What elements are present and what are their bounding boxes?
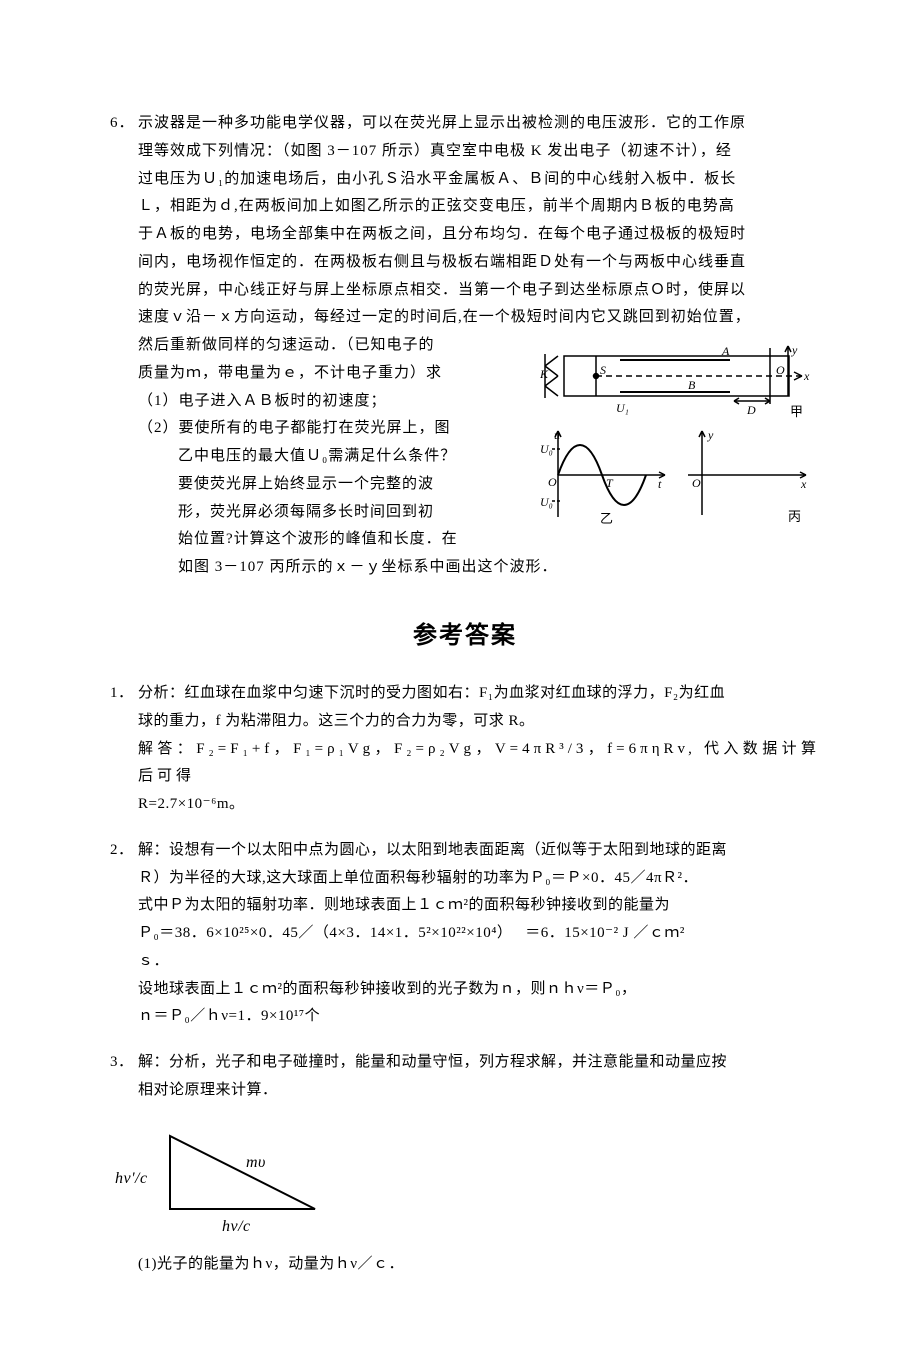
figjia-x: x: [803, 369, 810, 383]
figjia-K: K: [540, 367, 549, 381]
problem6-l4: 于Ａ板的电势，电场全部集中在两板之间，且分布均匀．在每个电子通过极板的极短时: [110, 221, 820, 249]
answer1: 1．分析：红血球在血浆中匀速下沉时的受力图如右：F₁为血浆对红血球的浮力，F₂为…: [110, 680, 820, 819]
problem6-l5: 间内，电场视作恒定的．在两极板右侧且与极板右端相距Ｄ处有一个与两板中心线垂直: [110, 249, 820, 277]
figbing-x: x: [800, 477, 807, 491]
figure-yi: u U₀ -U₀ O T t 乙: [540, 425, 670, 525]
figyi-O: O: [548, 475, 557, 489]
tri-left: hν'/c: [115, 1170, 148, 1187]
answer3-l1: 解：分析，光子和电子碰撞时，能量和动量守恒，列方程求解，并注意能量和动量应按: [138, 1054, 727, 1070]
answer2-l4a: Ｐ₀＝38．6×10²⁵×0．45／（4×3．14×1．5²×10²²×10⁴）: [138, 925, 512, 941]
figbing-caption: 丙: [788, 509, 801, 524]
tri-hyp: mυ: [246, 1154, 266, 1171]
figyi-u: u: [554, 428, 560, 442]
problem6-l2: 过电压为Ｕ₁的加速电场后，由小孔Ｓ沿水平金属板Ａ、Ｂ间的中心线射入板中．板长: [110, 166, 820, 194]
problem6-num: 6．: [110, 110, 138, 138]
answer2-num: 2．: [110, 837, 138, 865]
answer3: 3．解：分析，光子和电子碰撞时，能量和动量守恒，列方程求解，并注意能量和动量应按…: [110, 1049, 820, 1278]
problem6-l6: 的荧光屏，中心线正好与屏上坐标原点相交．当第一个电子到达坐标原点Ｏ时，使屏以: [110, 277, 820, 305]
answer2-l7: ｎ＝Ｐ₀／ｈν=1．9×10¹⁷个: [110, 1003, 820, 1031]
answers-heading: 参考答案: [110, 614, 820, 658]
answer3-l3: (1)光子的能量为ｈν，动量为ｈν／ｃ．: [110, 1251, 820, 1279]
answer3-triangle: hν'/c mυ hν/c: [110, 1121, 340, 1241]
problem-6: 6．示波器是一种多功能电学仪器，可以在荧光屏上显示出被检测的电压波形．它的工作原…: [110, 110, 820, 582]
answer2-l4b: ＝6．15×10⁻² J ／ｃｍ²: [525, 925, 685, 941]
answer2-l3: 式中Ｐ为太阳的辐射功率．则地球表面上１ｃｍ²的面积每秒钟接收到的能量为: [110, 892, 820, 920]
answer3-num: 3．: [110, 1049, 138, 1077]
figyi-t: t: [658, 477, 662, 491]
problem6-block: 6．示波器是一种多功能电学仪器，可以在荧光屏上显示出被检测的电压波形．它的工作原…: [110, 110, 820, 332]
figjia-B: B: [688, 378, 696, 392]
figbing-y: y: [707, 428, 714, 442]
figure-jia: K S A B U₁ D y O x 甲: [540, 334, 820, 419]
figjia-D: D: [746, 403, 756, 417]
answer3-l2: 相对论原理来计算．: [110, 1077, 820, 1105]
figjia-U1: U₁: [616, 401, 629, 415]
answer2-l1: 解：设想有一个以太阳中点为圆心，以太阳到地表面距离（近似等于太阳到地球的距离: [138, 842, 727, 858]
tri-bottom: hν/c: [222, 1218, 251, 1235]
answer2: 2．解：设想有一个以太阳中点为圆心，以太阳到地表面距离（近似等于太阳到地球的距离…: [110, 837, 820, 1031]
problem6-l3: Ｌ，相距为ｄ,在两板间加上如图乙所示的正弦交变电压，前半个周期内Ｂ板的电势高: [110, 193, 820, 221]
problem6-l1: 理等效成下列情况：（如图 3－107 所示）真空室中电极 K 发出电子（初速不计…: [110, 138, 820, 166]
answer1-l1: 分析：红血球在血浆中匀速下沉时的受力图如右：F₁为血浆对红血球的浮力，F₂为红血: [138, 685, 725, 701]
figjia-S: S: [600, 363, 606, 377]
figyi-U0: U₀: [540, 442, 553, 456]
figbing-O: O: [692, 476, 701, 490]
figyi-T: T: [606, 476, 614, 490]
problem6-l0: 示波器是一种多功能电学仪器，可以在荧光屏上显示出被检测的电压波形．它的工作原: [138, 115, 746, 131]
answer2-l2: Ｒ）为半径的大球,这大球面上单位面积每秒辐射的功率为Ｐ₀＝Ｐ×0．45／4πＲ²…: [110, 865, 820, 893]
figyi-nU0: -U₀: [540, 495, 553, 509]
answer1-formula: F₂=F₁+f，F₁=ρ₁Vg，F₂=ρ₂Vg，V=4πR³/3，f=6πηRv…: [138, 741, 820, 785]
figyi-caption: 乙: [600, 511, 613, 525]
answer2-l5: ｓ．: [110, 948, 820, 976]
figjia-y: y: [791, 343, 798, 357]
problem6-sub2-4: 始位置?计算这个波形的峰值和长度．在: [110, 526, 820, 554]
answer1-l2: 球的重力，f 为粘滞阻力。这三个力的合力为零，可求 R。: [110, 708, 820, 736]
answer1-result: R=2.7×10⁻⁶m。: [110, 791, 820, 819]
figjia-A: A: [721, 344, 730, 358]
figjia-O: O: [776, 363, 785, 377]
figure-group: K S A B U₁ D y O x 甲: [540, 334, 820, 525]
figjia-caption: 甲: [790, 404, 803, 419]
problem6-l7: 速度ｖ沿－ｘ方向运动，每经过一定的时间后,在一个极短时间内它又跳回到初始位置，: [110, 304, 820, 332]
answer1-solve: 解答：: [138, 741, 196, 757]
answer1-num: 1．: [110, 680, 138, 708]
problem6-sub2-last: 如图 3－107 丙所示的ｘ－ｙ坐标系中画出这个波形．: [110, 554, 820, 582]
figure-bing: y O x 丙: [688, 425, 813, 525]
answer3-triangle-wrap: hν'/c mυ hν/c: [110, 1121, 820, 1241]
answer2-l6: 设地球表面上１ｃｍ²的面积每秒钟接收到的光子数为ｎ，则ｎｈν＝Ｐ₀，: [110, 976, 820, 1004]
